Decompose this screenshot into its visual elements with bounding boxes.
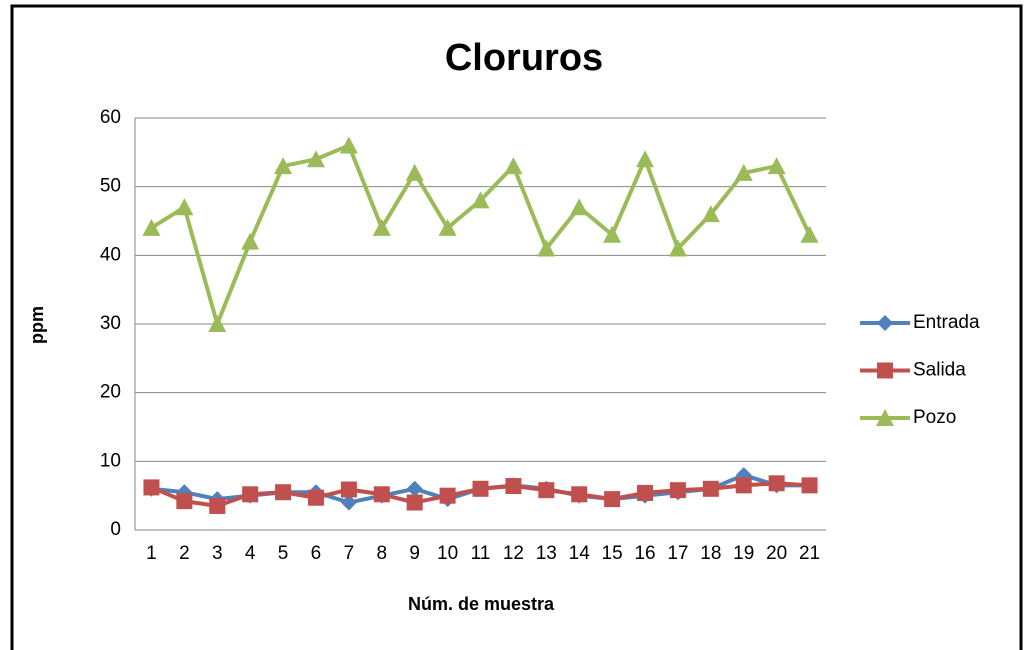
data-point [472, 480, 489, 497]
data-point [734, 163, 753, 181]
data-point [702, 480, 719, 497]
x-tick-label: 14 [569, 543, 591, 564]
x-tick-label: 11 [471, 543, 491, 564]
data-point [637, 484, 654, 501]
y-tick-label: 10 [100, 450, 121, 471]
x-tick-label: 1 [146, 543, 157, 564]
chart-border [10, 4, 1023, 650]
x-tick-label: 7 [344, 543, 355, 564]
x-tick-label: 20 [766, 543, 787, 564]
data-point [538, 482, 555, 499]
y-tick-label: 30 [100, 313, 121, 334]
data-point [701, 205, 720, 223]
x-tick-label: 21 [799, 543, 820, 564]
data-point [439, 487, 456, 504]
y-tick-label: 50 [100, 176, 121, 197]
x-tick-label: 8 [376, 543, 387, 564]
data-point [570, 198, 589, 216]
x-tick-label: 16 [634, 543, 655, 564]
legend-label: Pozo [913, 407, 956, 428]
data-point [768, 475, 785, 492]
x-axis-label: Núm. de muestra [408, 594, 555, 614]
y-tick-label: 60 [100, 107, 121, 128]
data-point [471, 191, 490, 209]
data-point [373, 486, 390, 503]
x-tick-label: 19 [733, 543, 754, 564]
data-point [209, 497, 226, 514]
x-tick-label: 10 [437, 543, 458, 564]
x-tick-label: 18 [700, 543, 721, 564]
data-point [636, 150, 655, 168]
data-point [668, 239, 687, 257]
legend-label: Entrada [913, 312, 980, 333]
x-tick-label: 4 [245, 543, 256, 564]
data-point [571, 486, 588, 503]
data-point [604, 491, 621, 508]
data-point [405, 163, 424, 181]
data-point [603, 225, 622, 243]
x-tick-label: 6 [311, 543, 322, 564]
x-tick-label: 2 [179, 543, 190, 564]
x-tick-label: 13 [536, 543, 557, 564]
data-point [339, 136, 358, 154]
x-tick-label: 9 [409, 543, 420, 564]
legend-marker [876, 409, 894, 426]
data-point [142, 218, 161, 236]
data-point [340, 481, 357, 498]
x-tick-label: 12 [503, 543, 524, 564]
x-tick-label: 15 [602, 543, 623, 564]
data-point [176, 493, 193, 510]
data-point [306, 150, 325, 168]
data-point [406, 480, 423, 497]
y-axis-label: ppm [27, 306, 47, 344]
y-tick-label: 0 [110, 519, 121, 540]
data-point [504, 157, 523, 175]
y-tick-label: 40 [100, 244, 121, 265]
legend-label: Salida [913, 360, 966, 381]
data-point [505, 478, 522, 495]
data-point [537, 239, 556, 257]
data-point [800, 225, 819, 243]
data-point [340, 494, 357, 511]
data-point [275, 484, 292, 501]
data-point [438, 218, 457, 236]
data-point [735, 477, 752, 494]
y-tick-label: 20 [100, 382, 121, 403]
data-point [175, 198, 194, 216]
x-tick-label: 5 [278, 543, 289, 564]
chart-title: Cloruros [445, 37, 603, 79]
data-point [767, 157, 786, 175]
data-point [669, 482, 686, 499]
data-point [406, 494, 423, 511]
data-point [307, 489, 324, 506]
data-point [801, 477, 818, 494]
data-point [241, 232, 260, 250]
legend-marker [877, 315, 893, 331]
x-tick-label: 3 [212, 543, 223, 564]
data-point [208, 315, 227, 332]
legend-marker [877, 362, 893, 379]
data-point [242, 486, 259, 503]
x-tick-label: 17 [667, 543, 688, 564]
data-point [143, 479, 160, 496]
data-point [274, 157, 293, 175]
data-point [372, 218, 391, 236]
